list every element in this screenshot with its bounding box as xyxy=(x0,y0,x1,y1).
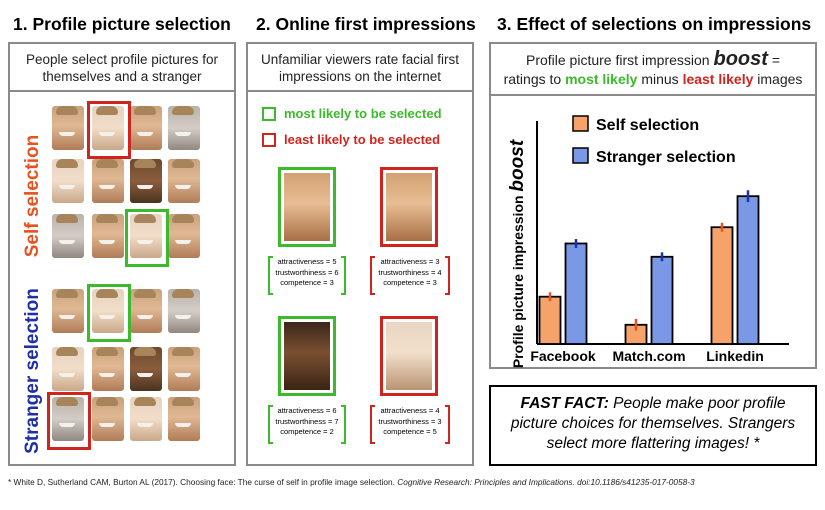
profile-photo-thumbnail xyxy=(92,347,124,391)
self-selection-label: Self selection xyxy=(22,134,43,258)
rating-line: attractiveness = 5 xyxy=(277,257,337,266)
legend-label: Stranger selection xyxy=(596,149,736,166)
profile-photo-thumbnail xyxy=(130,106,162,150)
rating-line: trustworthiness = 6 xyxy=(275,267,339,277)
most-likely-photo-1 xyxy=(278,167,336,247)
panel1-title: 1. Profile picture selection xyxy=(13,14,231,34)
rating-line: attractiveness = 3 xyxy=(380,257,440,266)
rating-card-1: attractiveness = 5 trustworthiness = 6 c… xyxy=(268,256,346,295)
rating-line: trustworthiness = 3 xyxy=(378,416,442,426)
rating-line: competence = 2 xyxy=(280,427,334,436)
most-likely-photo-2 xyxy=(278,316,336,396)
rating-card-2: attractiveness = 3 trustworthiness = 4 c… xyxy=(370,256,450,295)
least-likely-photo-1 xyxy=(380,167,438,247)
rating-card-4: attractiveness = 4 trustworthiness = 3 c… xyxy=(370,405,450,444)
profile-photo-thumbnail xyxy=(52,106,84,150)
bar-stranger-matchcom xyxy=(650,255,674,345)
profile-photo-thumbnail xyxy=(130,397,162,441)
rating-card-3: attractiveness = 6 trustworthiness = 7 c… xyxy=(268,405,346,444)
profile-photo-thumbnail xyxy=(130,159,162,203)
fast-fact-label: FAST FACT: xyxy=(520,395,609,412)
fast-fact-text: People make poor profile picture choices… xyxy=(510,395,796,452)
rating-line: attractiveness = 6 xyxy=(277,406,337,415)
bar-stranger-linkedin xyxy=(736,195,760,345)
profile-photo-thumbnail xyxy=(168,159,200,203)
bar-stranger-facebook xyxy=(564,242,588,345)
profile-photo-thumbnail xyxy=(52,397,84,441)
profile-photo-thumbnail xyxy=(92,159,124,203)
legend-swatch xyxy=(572,147,589,164)
legend-label: Self selection xyxy=(596,117,699,134)
profile-photo-thumbnail xyxy=(168,289,200,333)
profile-photo-thumbnail xyxy=(168,397,200,441)
profile-photo-thumbnail xyxy=(52,289,84,333)
panel3-divider xyxy=(491,94,815,96)
panel2-box: Unfamiliar viewers rate facial first imp… xyxy=(246,42,474,466)
boost-word: boost xyxy=(713,48,768,70)
rating-line: trustworthiness = 7 xyxy=(275,416,339,426)
legend-swatch xyxy=(572,115,589,132)
least-likely-highlight xyxy=(87,101,131,159)
x-tick-label: Linkedin xyxy=(706,348,764,364)
profile-photo-thumbnail xyxy=(130,214,162,258)
profile-photo-thumbnail xyxy=(130,289,162,333)
rating-line: competence = 5 xyxy=(383,427,437,436)
profile-photo-thumbnail xyxy=(168,106,200,150)
chart-ylabel: Profile picture impression boost xyxy=(507,139,528,368)
panel1-divider xyxy=(10,90,234,92)
legend-least-label: least likely to be selected xyxy=(284,132,441,147)
panel1-subtitle: People select profile pictures for thems… xyxy=(25,52,219,84)
legend-least-square xyxy=(262,133,276,147)
bar-self-linkedin xyxy=(710,226,734,345)
profile-photo-thumbnail xyxy=(52,159,84,203)
rating-line: competence = 3 xyxy=(383,278,437,287)
most-likely-highlight xyxy=(125,209,169,267)
boost-chart: Profile picture impression boost Faceboo… xyxy=(507,115,789,368)
rating-line: attractiveness = 4 xyxy=(380,406,440,415)
profile-photo-thumbnail xyxy=(130,347,162,391)
rating-line: trustworthiness = 4 xyxy=(378,267,442,277)
panel3-title: 3. Effect of selections on impressions xyxy=(497,14,812,34)
legend-most-label: most likely to be selected xyxy=(284,106,442,121)
profile-photo-thumbnail xyxy=(92,214,124,258)
bar-self-facebook xyxy=(538,295,562,345)
stranger-selection-label: Stranger selection xyxy=(22,288,43,454)
panel2-title: 2. Online first impressions xyxy=(256,14,476,34)
citation-footnote: * White D, Sutherland CAM, Burton AL (20… xyxy=(8,477,695,487)
least-likely-highlight xyxy=(47,392,91,450)
fast-fact-box: FAST FACT: People make poor profile pict… xyxy=(489,385,817,466)
panel3-box: Profile picture first impression boost =… xyxy=(489,42,817,369)
x-tick-label: Facebook xyxy=(530,348,596,364)
most-likely-highlight xyxy=(87,284,131,342)
panel2-subtitle: Unfamiliar viewers rate facial first imp… xyxy=(260,52,460,84)
panel2-divider xyxy=(248,90,472,92)
rating-line: competence = 3 xyxy=(280,278,334,287)
panel3-subtitle: Profile picture first impression boost =… xyxy=(503,48,803,87)
profile-photo-thumbnail xyxy=(52,214,84,258)
profile-photo-thumbnail xyxy=(92,106,124,150)
profile-photo-thumbnail xyxy=(168,214,200,258)
x-tick-label: Match.com xyxy=(612,348,685,364)
profile-photo-thumbnail xyxy=(168,347,200,391)
profile-photo-thumbnail xyxy=(92,397,124,441)
least-likely-photo-2 xyxy=(380,316,438,396)
profile-photo-thumbnail xyxy=(92,289,124,333)
profile-photo-thumbnail xyxy=(52,347,84,391)
panel1-box: People select profile pictures for thems… xyxy=(8,42,236,466)
legend-most-square xyxy=(262,107,276,121)
